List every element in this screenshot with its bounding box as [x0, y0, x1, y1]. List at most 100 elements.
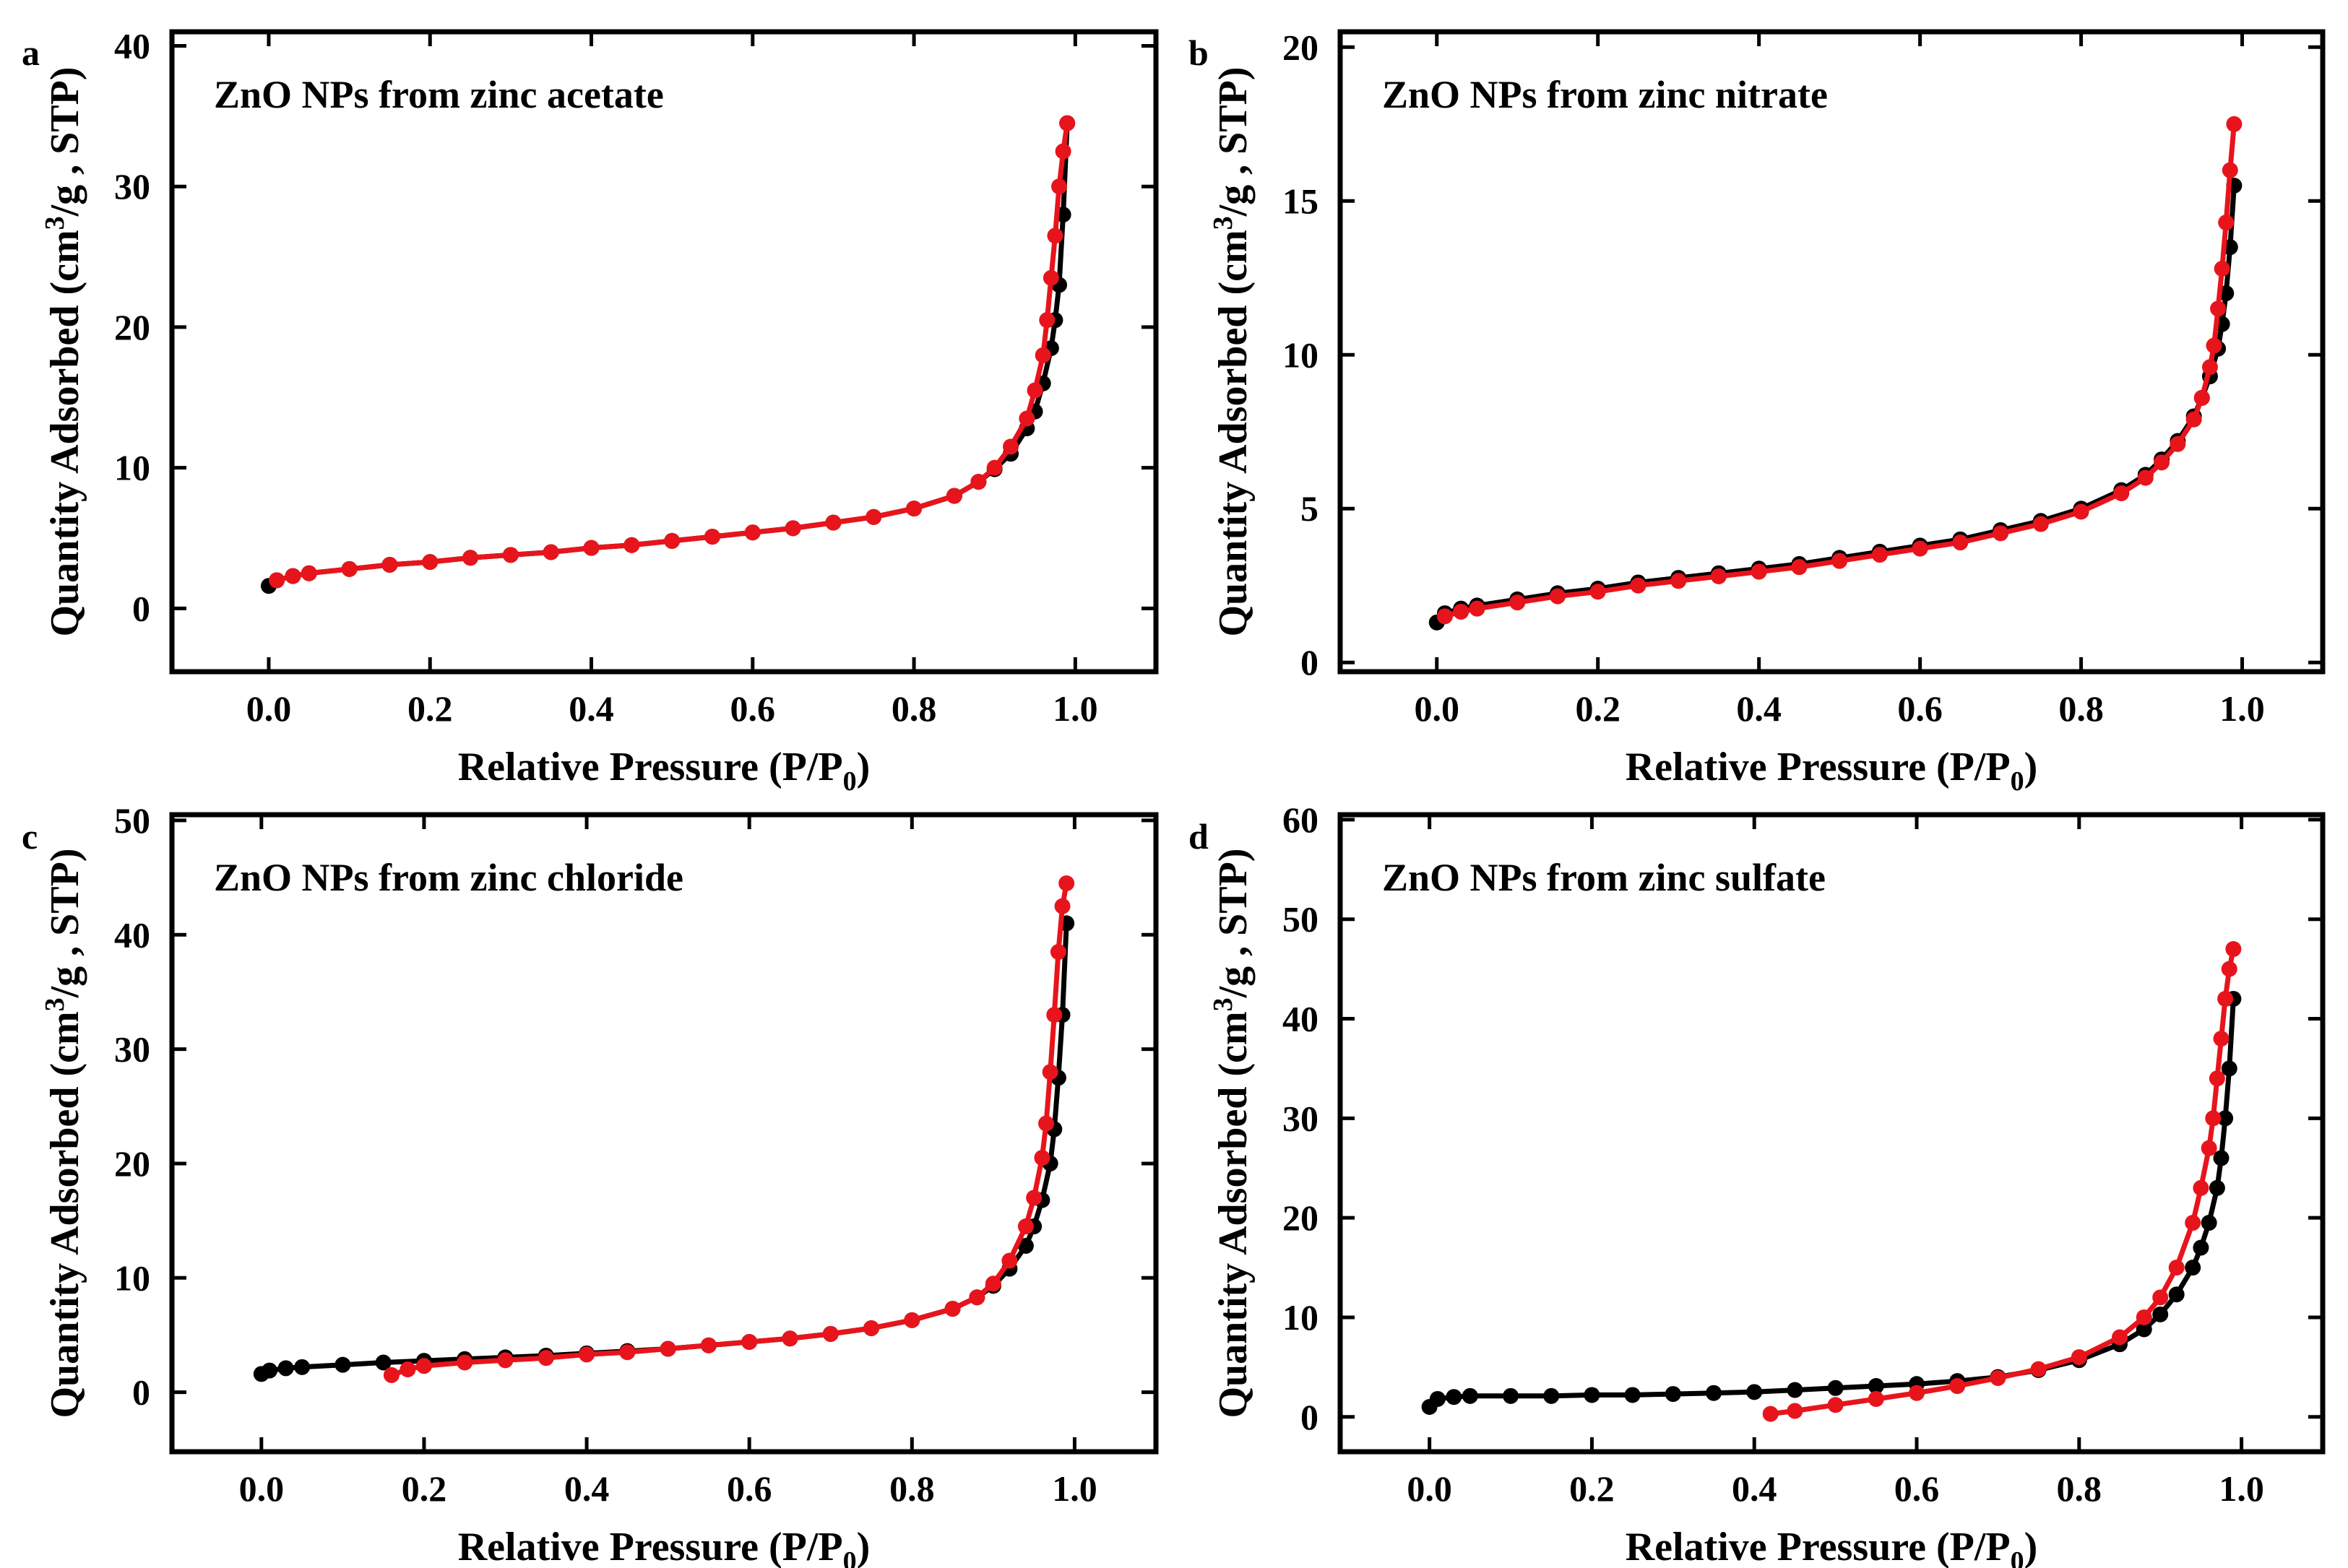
x-tick-label: 0.2 [407, 688, 453, 729]
data-point-adsorption [619, 1344, 636, 1361]
data-point-desorption [1584, 1387, 1600, 1403]
x-tick-label: 0.4 [1732, 1468, 1777, 1509]
y-axis-label-main: Quantity Adsorbed (cm [1211, 1011, 1256, 1418]
data-point-adsorption [2193, 389, 2210, 406]
data-point-adsorption [2154, 454, 2170, 471]
data-point-adsorption [1871, 547, 1888, 563]
y-tick-label: 50 [114, 800, 150, 841]
data-point-adsorption [1043, 269, 1059, 286]
data-point-adsorption [863, 1320, 880, 1336]
data-point-adsorption [1993, 525, 2009, 542]
x-axis-label: Relative Pressure (P/P0) [458, 745, 871, 797]
data-point-adsorption [1469, 600, 1485, 617]
y-tick-label: 5 [1300, 488, 1318, 529]
data-point-adsorption [1027, 382, 1043, 399]
panel-label: a [22, 33, 40, 73]
y-tick-label: 15 [1282, 181, 1318, 221]
data-point-adsorption [1059, 115, 1076, 131]
x-tick-label: 0.8 [2057, 1468, 2102, 1509]
data-point-adsorption [1791, 559, 1808, 576]
data-point-adsorption [825, 514, 842, 531]
data-point-adsorption [2206, 337, 2222, 354]
data-point-adsorption [1990, 1370, 2006, 1387]
x-tick-label: 0.2 [1575, 688, 1620, 729]
x-tick-label: 0.2 [1569, 1468, 1615, 1509]
series-adsorption [1762, 941, 2242, 1422]
x-tick-label: 0.6 [730, 688, 776, 729]
data-point-adsorption [2113, 485, 2130, 501]
data-point-adsorption [301, 565, 317, 581]
data-point-adsorption [2218, 215, 2235, 231]
data-point-adsorption [623, 537, 640, 553]
y-tick-label: 30 [114, 166, 150, 207]
plot-title: ZnO NPs from zinc nitrate [1382, 73, 1828, 116]
data-point-adsorption [2071, 1349, 2087, 1366]
data-point-adsorption [744, 524, 761, 541]
x-axis-label-subscript: 0 [2011, 1546, 2024, 1568]
x-axis-label-subscript: 0 [843, 766, 857, 797]
data-point-desorption [1017, 1237, 1034, 1254]
data-point-desorption [375, 1354, 392, 1371]
series-line-adsorption [1443, 124, 2237, 619]
data-point-desorption [277, 1360, 294, 1377]
plot-frame [1337, 812, 2326, 1455]
data-point-desorption [1868, 1378, 1884, 1395]
y-tick-label: 40 [114, 25, 150, 66]
x-tick-label: 0.0 [1415, 688, 1460, 729]
data-point-adsorption [1019, 410, 1035, 427]
data-point-adsorption [1912, 540, 1928, 557]
data-point-adsorption [1039, 312, 1056, 329]
data-point-adsorption [1017, 1218, 1034, 1235]
data-point-adsorption [2193, 1179, 2209, 1196]
y-axis-label-main: Quantity Adsorbed (cm [43, 1011, 87, 1418]
data-point-adsorption [1762, 1405, 1779, 1422]
x-tick-label: 0.8 [2058, 688, 2104, 729]
plot-frame [169, 29, 1159, 675]
data-point-desorption [2193, 1239, 2209, 1256]
series-line-adsorption [1770, 948, 2236, 1417]
x-tick-label: 1.0 [2219, 1468, 2264, 1509]
data-point-adsorption [1003, 438, 1019, 455]
data-point-adsorption [1051, 178, 1068, 195]
y-tick-label: 40 [114, 914, 150, 955]
data-point-adsorption [1058, 875, 1075, 892]
y-axis-label-end: /g , STP) [43, 848, 87, 998]
y-axis-label-superscript: 3 [40, 997, 70, 1011]
data-point-desorption [1446, 1389, 1462, 1405]
series-line-adsorption [390, 883, 1069, 1378]
data-point-adsorption [1949, 1378, 1966, 1395]
data-point-adsorption [543, 544, 559, 560]
y-axis-label-end: /g , STP) [1211, 66, 1256, 217]
data-point-adsorption [2073, 503, 2089, 520]
data-point-adsorption [2137, 469, 2154, 486]
plot-title: ZnO NPs from zinc chloride [214, 856, 683, 899]
data-point-adsorption [2217, 990, 2234, 1007]
series-adsorption [383, 875, 1075, 1383]
x-axis-label-main: Relative Pressure (P/P [1626, 745, 2011, 789]
series-line-desorption [267, 123, 1070, 589]
data-point-adsorption [2112, 1329, 2128, 1346]
y-tick-label: 30 [114, 1029, 150, 1070]
data-point-adsorption [1453, 603, 1469, 620]
y-axis-label-end: /g , STP) [1211, 848, 1256, 998]
data-point-desorption [1746, 1384, 1763, 1400]
data-point-desorption [2213, 1150, 2230, 1166]
data-point-adsorption [502, 547, 519, 563]
data-point-adsorption [700, 1337, 717, 1353]
y-tick-label: 10 [114, 1257, 150, 1298]
data-point-desorption [1706, 1385, 1722, 1401]
x-tick-label: 0.0 [239, 1468, 285, 1509]
data-point-adsorption [1831, 553, 1848, 569]
data-point-desorption [1543, 1387, 1560, 1404]
y-axis-label: Quantity Adsorbed (cm3/g , STP) [1208, 66, 1256, 636]
data-point-adsorption [2226, 116, 2243, 132]
data-point-adsorption [422, 554, 439, 571]
data-point-adsorption [986, 459, 1003, 476]
data-point-adsorption [946, 488, 962, 504]
y-axis-label-superscript: 3 [40, 216, 70, 230]
y-tick-label: 10 [1282, 334, 1318, 375]
data-point-adsorption [2225, 941, 2242, 958]
